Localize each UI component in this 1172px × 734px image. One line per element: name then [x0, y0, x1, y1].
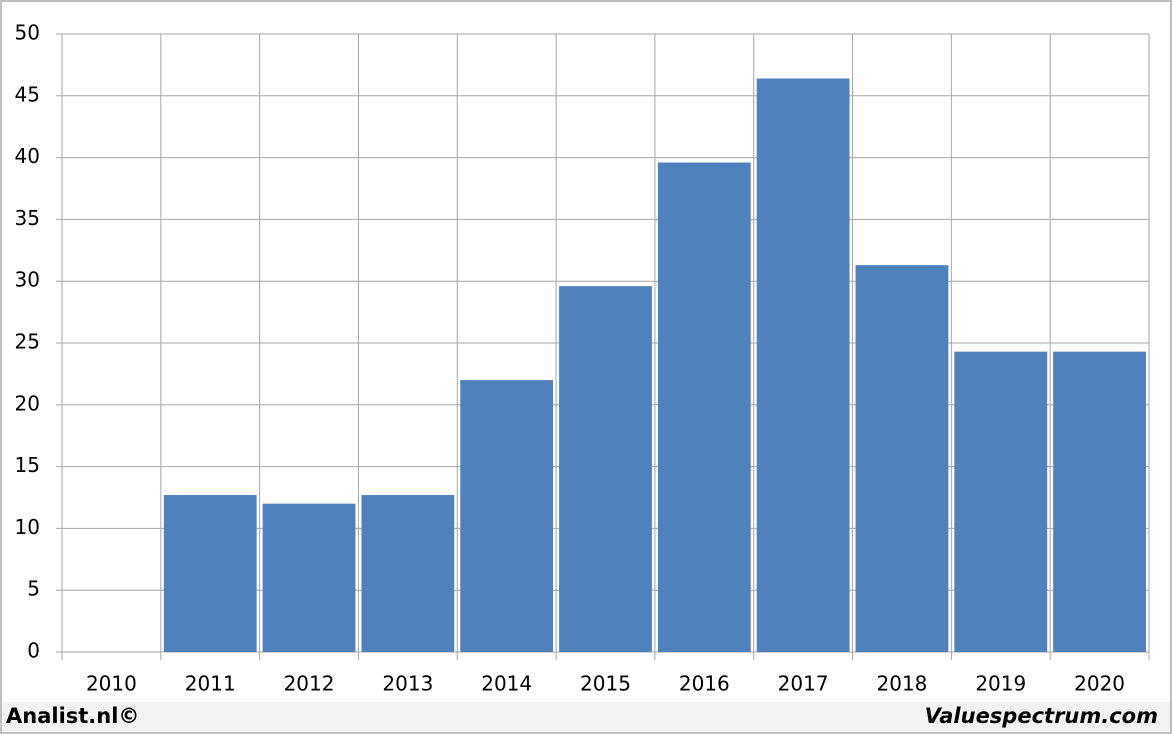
bar — [559, 286, 652, 652]
x-tick-label: 2017 — [778, 672, 829, 696]
x-tick-label: 2010 — [86, 672, 137, 696]
bar — [657, 162, 751, 652]
x-tick-label: 2016 — [679, 672, 730, 696]
footer-right: Valuespectrum.com — [925, 704, 1158, 728]
y-tick-label: 35 — [15, 206, 40, 230]
bar — [756, 78, 850, 653]
x-tick-label: 2018 — [877, 672, 928, 696]
x-tick-label: 2013 — [382, 672, 433, 696]
x-tick-label: 2012 — [284, 672, 335, 696]
y-tick-label: 45 — [15, 82, 40, 106]
x-tick-label: 2011 — [185, 672, 236, 696]
y-tick-label: 0 — [27, 639, 40, 663]
y-tick-label: 15 — [15, 453, 40, 477]
bar — [361, 495, 455, 652]
x-tick-label: 2014 — [481, 672, 532, 696]
y-tick-label: 5 — [27, 577, 40, 601]
y-tick-label: 40 — [15, 144, 40, 168]
x-tick-label: 2019 — [975, 672, 1026, 696]
bar — [163, 495, 257, 652]
bar — [262, 503, 356, 652]
y-tick-label: 25 — [15, 330, 40, 354]
bar — [1053, 351, 1146, 652]
x-tick-label: 2015 — [580, 672, 631, 696]
footer-band — [2, 702, 1170, 732]
footer-left: Analist.nl© — [6, 704, 139, 728]
x-tick-label: 2020 — [1074, 672, 1125, 696]
y-tick-label: 10 — [15, 515, 40, 539]
y-tick-label: 50 — [15, 21, 40, 45]
y-tick-label: 20 — [15, 391, 40, 415]
y-tick-label: 30 — [15, 268, 40, 292]
bar — [855, 265, 949, 652]
bar — [954, 351, 1048, 652]
bar — [460, 380, 554, 652]
